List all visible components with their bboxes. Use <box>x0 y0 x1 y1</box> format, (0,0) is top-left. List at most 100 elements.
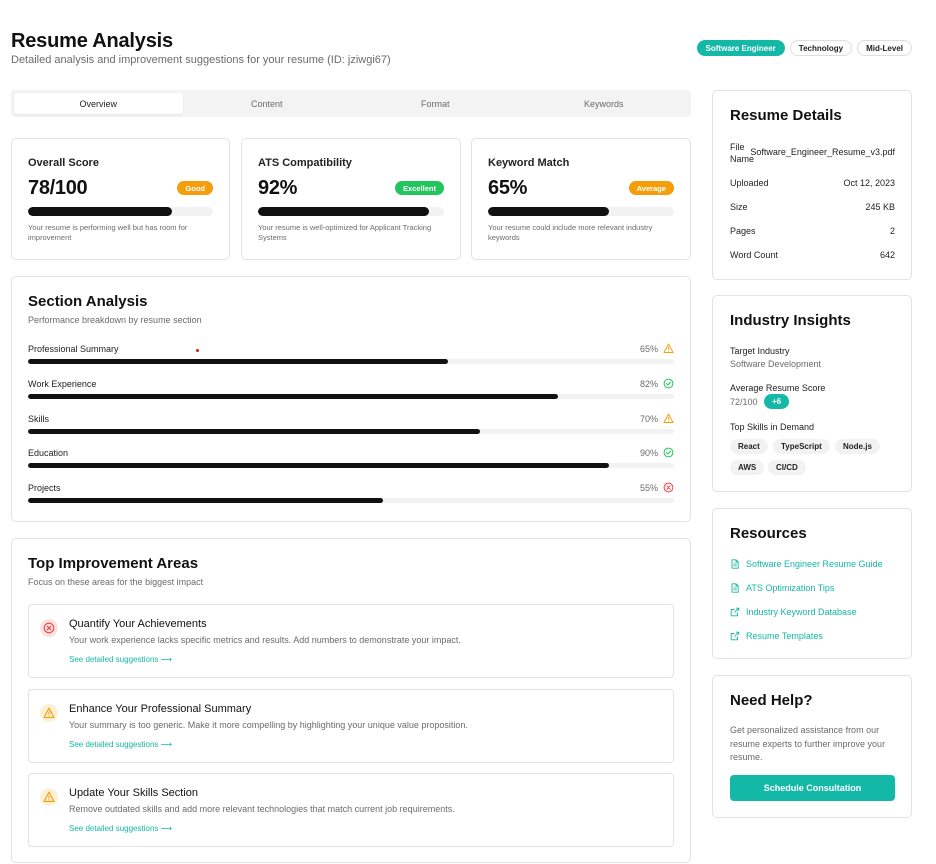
help-description: Get personalized assistance from our res… <box>730 725 886 762</box>
improvement-item: Quantify Your Achievements Your work exp… <box>28 604 674 678</box>
detail-value: Oct 12, 2023 <box>843 178 895 188</box>
detail-key: Size <box>730 202 748 212</box>
tab-content[interactable]: Content <box>250 98 283 109</box>
warning-icon <box>40 788 58 806</box>
check-circle-icon <box>663 447 674 458</box>
target-industry-value: Software Development <box>730 359 822 369</box>
score-progress-track <box>488 207 674 216</box>
resource-link-keyword-database[interactable]: Industry Keyword Database <box>730 607 857 617</box>
section-percent: 65% <box>639 344 658 354</box>
see-suggestions-link[interactable]: See detailed suggestions ⟶ <box>69 740 172 749</box>
tag-level: Mid-Level <box>857 40 912 56</box>
section-analysis-card: Section Analysis Performance breakdown b… <box>11 276 691 522</box>
resource-link-templates[interactable]: Resume Templates <box>730 631 823 641</box>
link-label: See detailed suggestions <box>69 655 159 664</box>
detail-key: Pages <box>730 226 756 236</box>
resource-link-label: Industry Keyword Database <box>746 607 857 617</box>
improvement-description: Your summary is too generic. Make it mor… <box>69 720 468 730</box>
skill-chip: AWS <box>730 460 765 475</box>
improvement-description: Remove outdated skills and add more rele… <box>69 804 455 814</box>
score-description: Your resume is well-optimized for Applic… <box>258 223 432 242</box>
section-progress-track <box>28 394 674 399</box>
x-circle-icon <box>663 482 674 493</box>
card-title: Need Help? <box>730 692 813 709</box>
section-row-projects: Projects 55% <box>28 482 674 507</box>
page-title: Resume Analysis <box>11 30 173 52</box>
improvement-title: Enhance Your Professional Summary <box>69 703 252 715</box>
status-badge: Excellent <box>395 181 444 195</box>
score-title: Keyword Match <box>488 157 570 169</box>
external-link-icon <box>730 631 740 641</box>
score-progress-track <box>28 207 213 216</box>
resource-link-label: Software Engineer Resume Guide <box>746 559 883 569</box>
score-card-keywords: Keyword Match 65% Average Your resume co… <box>471 138 691 260</box>
section-percent: 70% <box>639 414 658 424</box>
detail-value: 245 KB <box>865 202 895 212</box>
section-progress-track <box>28 359 674 364</box>
improvement-item: Update Your Skills Section Remove outdat… <box>28 773 674 847</box>
score-value: 78/100 <box>28 177 88 199</box>
score-progress-fill <box>258 207 430 216</box>
section-row-work-experience: Work Experience 82% <box>28 378 674 403</box>
resources-card: Resources Software Engineer Resume Guide… <box>712 508 912 659</box>
section-progress-track <box>28 429 674 434</box>
skill-chip: CI/CD <box>768 460 806 475</box>
resource-link-label: ATS Optimization Tips <box>746 583 835 593</box>
tab-keywords[interactable]: Keywords <box>583 98 624 109</box>
skill-chip: Node.js <box>835 439 880 454</box>
score-value: 65% <box>488 177 528 199</box>
resource-link-resume-guide[interactable]: Software Engineer Resume Guide <box>730 559 883 569</box>
x-circle-icon <box>40 619 58 637</box>
tab-bar: Overview Content Format Keywords <box>11 90 691 117</box>
see-suggestions-link[interactable]: See detailed suggestions ⟶ <box>69 655 172 664</box>
detail-key: File Name <box>730 142 755 164</box>
section-title: Top Improvement Areas <box>28 555 199 572</box>
resource-link-ats-tips[interactable]: ATS Optimization Tips <box>730 583 834 593</box>
arrow-right-icon: ⟶ <box>160 740 173 749</box>
section-label: Work Experience <box>28 379 97 389</box>
schedule-consultation-button[interactable]: Schedule Consultation <box>730 775 895 801</box>
cursor-dot <box>196 349 199 352</box>
warning-icon <box>663 343 674 354</box>
section-percent: 90% <box>639 448 658 458</box>
tag-industry: Technology <box>789 40 853 56</box>
see-suggestions-link[interactable]: See detailed suggestions ⟶ <box>69 824 172 833</box>
external-link-icon <box>730 607 740 617</box>
section-subtitle: Performance breakdown by resume section <box>28 315 202 325</box>
section-row-skills: Skills 70% <box>28 413 674 438</box>
improvement-title: Update Your Skills Section <box>69 787 199 799</box>
card-title: Resume Details <box>730 107 842 124</box>
top-skills-label: Top Skills in Demand <box>730 422 815 432</box>
score-description: Your resume is performing well but has r… <box>28 223 188 242</box>
section-label: Professional Summary <box>28 344 119 354</box>
arrow-right-icon: ⟶ <box>160 824 173 833</box>
card-title: Industry Insights <box>730 312 851 329</box>
tag-list: Software Engineer Technology Mid-Level <box>696 40 912 56</box>
status-badge: Good <box>177 181 213 195</box>
section-progress-fill <box>28 359 448 364</box>
document-icon <box>731 559 739 569</box>
skill-chip: TypeScript <box>773 439 830 454</box>
warning-icon <box>40 704 58 722</box>
target-industry-label: Target Industry <box>730 346 790 356</box>
tab-overview[interactable]: Overview <box>14 93 183 114</box>
section-progress-fill <box>28 394 558 399</box>
section-row-professional-summary: Professional Summary 65% <box>28 343 674 368</box>
improvement-title: Quantify Your Achievements <box>69 618 207 630</box>
section-progress-fill <box>28 498 384 503</box>
section-percent: 82% <box>639 379 658 389</box>
document-icon <box>731 583 739 593</box>
section-title: Section Analysis <box>28 293 148 310</box>
resource-link-label: Resume Templates <box>746 631 823 641</box>
improvement-item: Enhance Your Professional Summary Your s… <box>28 689 674 763</box>
warning-icon <box>663 413 674 424</box>
link-label: See detailed suggestions <box>69 740 159 749</box>
section-label: Skills <box>28 414 50 424</box>
section-progress-fill <box>28 429 481 434</box>
tab-format[interactable]: Format <box>420 98 450 109</box>
section-label: Education <box>28 448 69 458</box>
arrow-right-icon: ⟶ <box>160 655 173 664</box>
score-card-ats: ATS Compatibility 92% Excellent Your res… <box>241 138 461 260</box>
avg-score-value: 72/100 <box>730 397 758 407</box>
detail-key: Word Count <box>730 250 778 260</box>
